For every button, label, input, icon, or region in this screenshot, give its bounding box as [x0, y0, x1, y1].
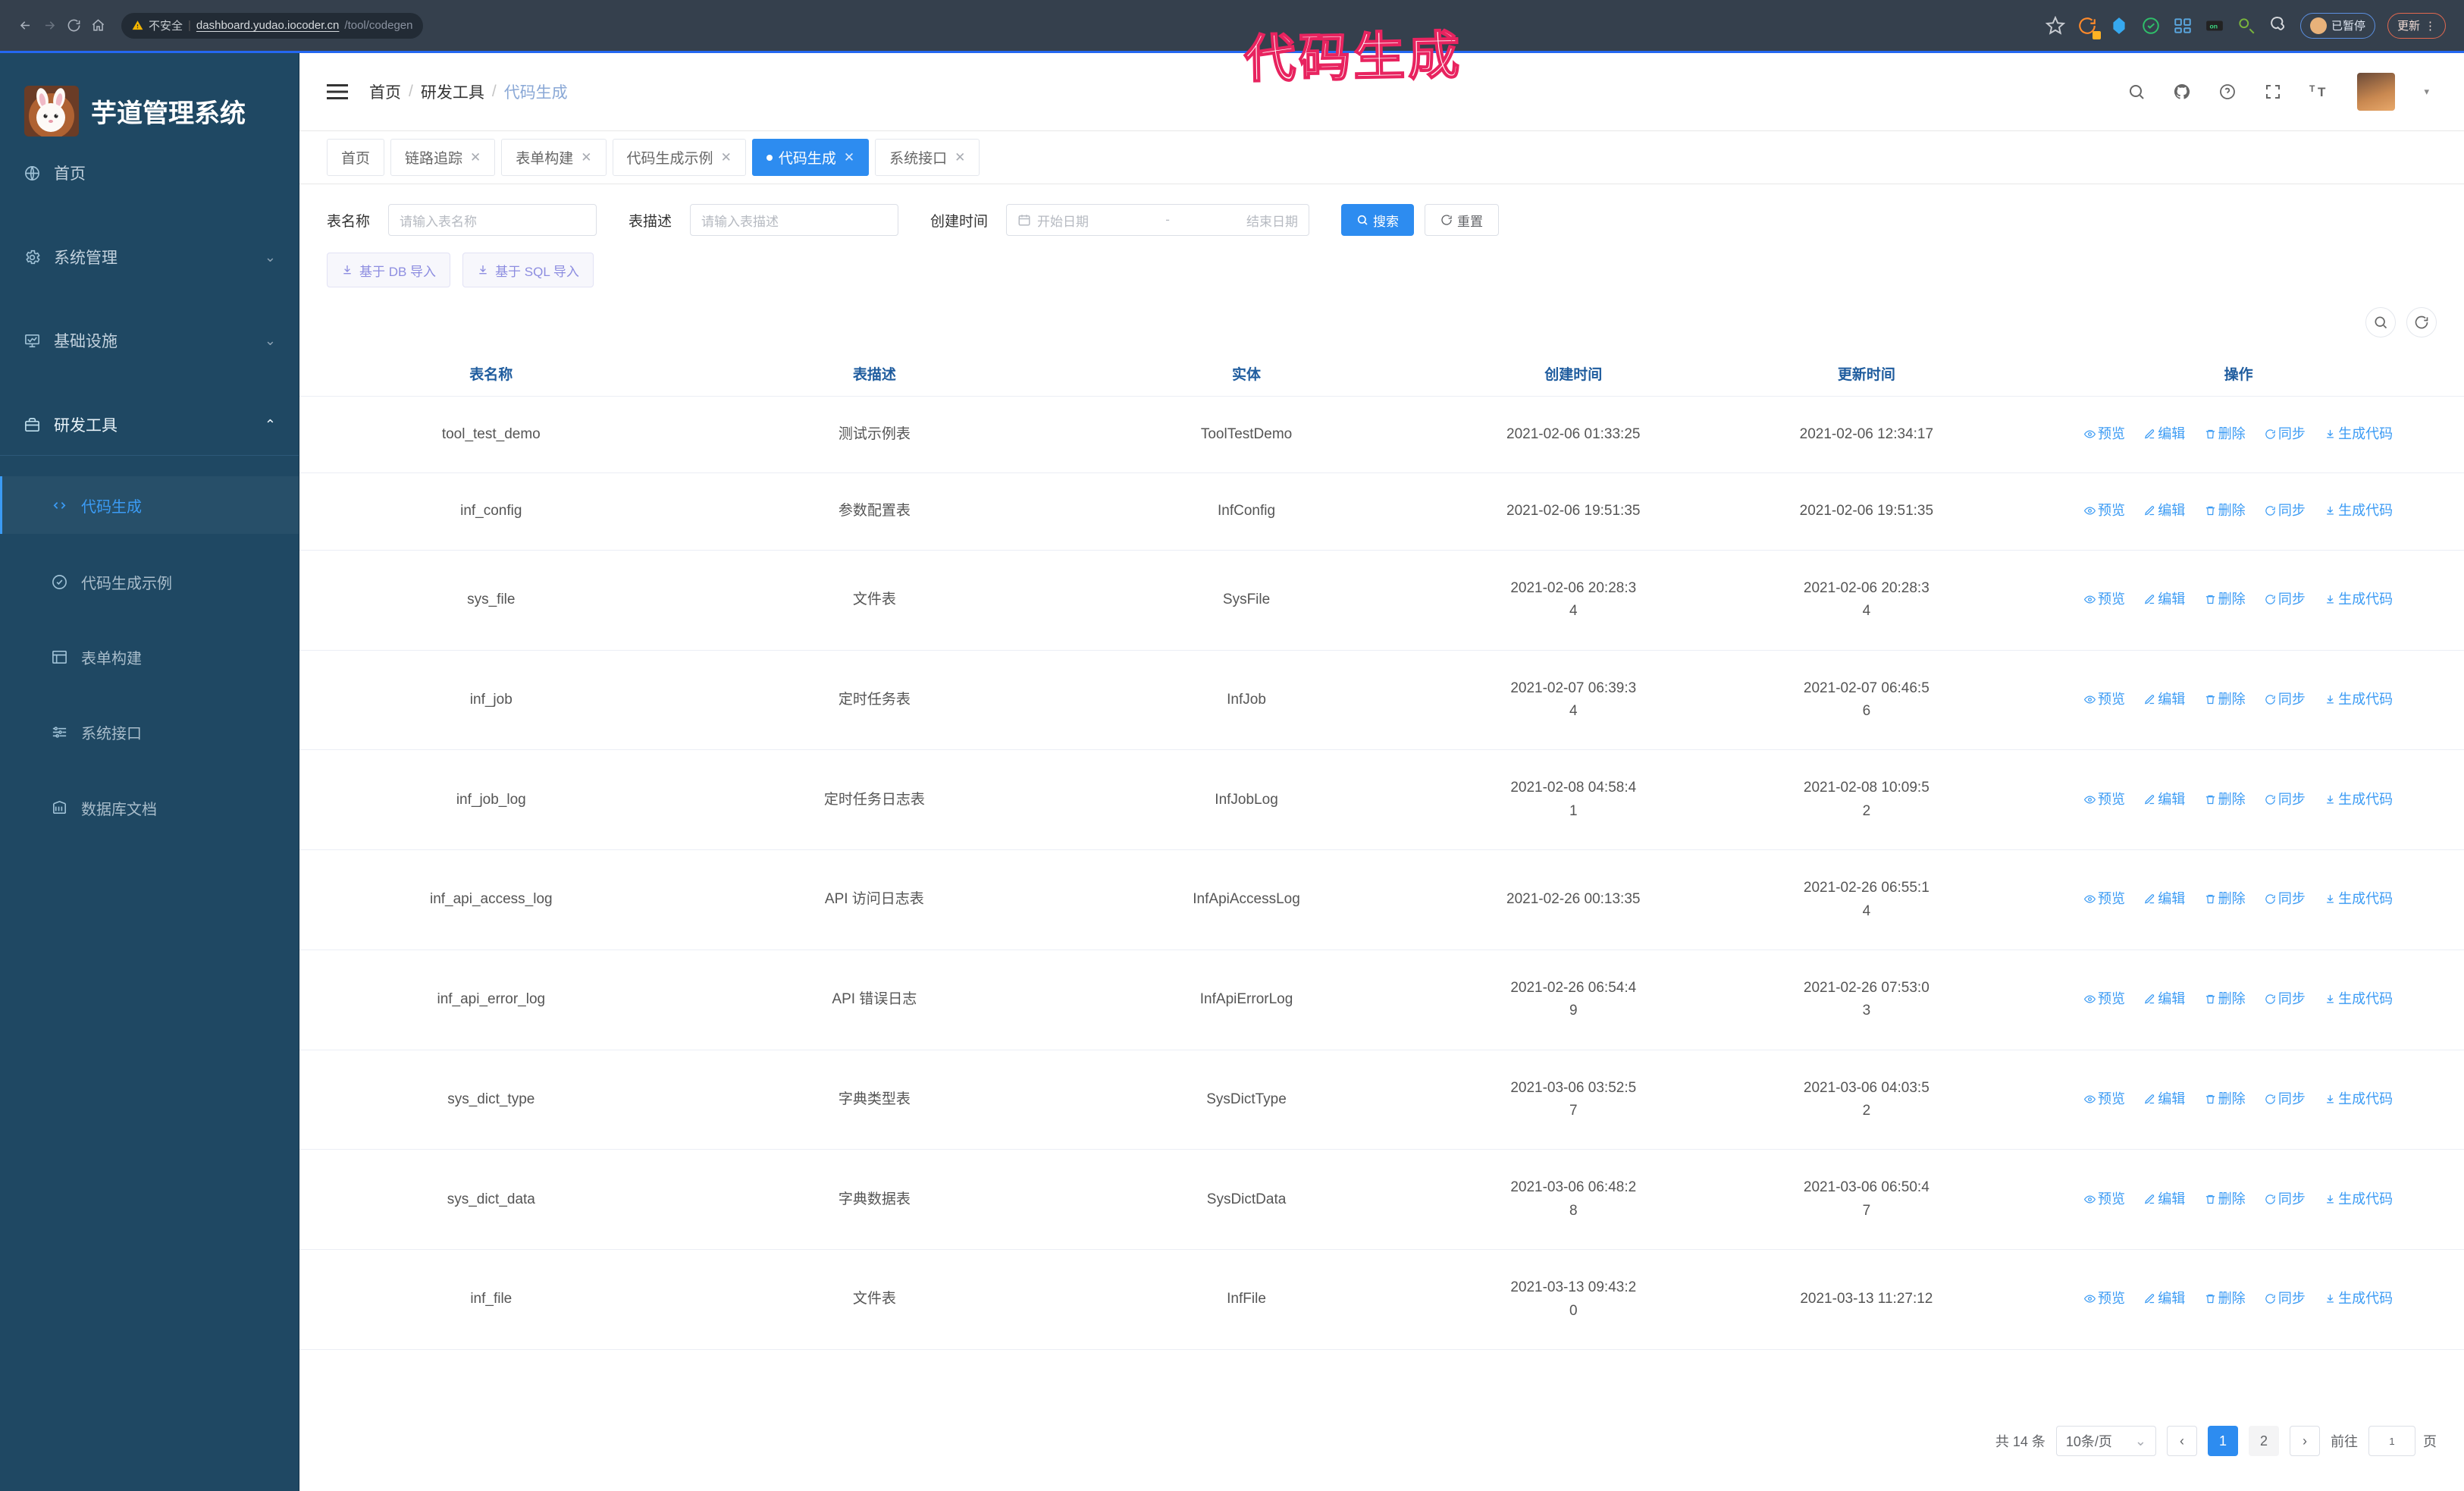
svg-text:T: T [2309, 83, 2315, 94]
svg-text:on: on [2209, 22, 2218, 30]
svg-text:T: T [2318, 85, 2326, 99]
